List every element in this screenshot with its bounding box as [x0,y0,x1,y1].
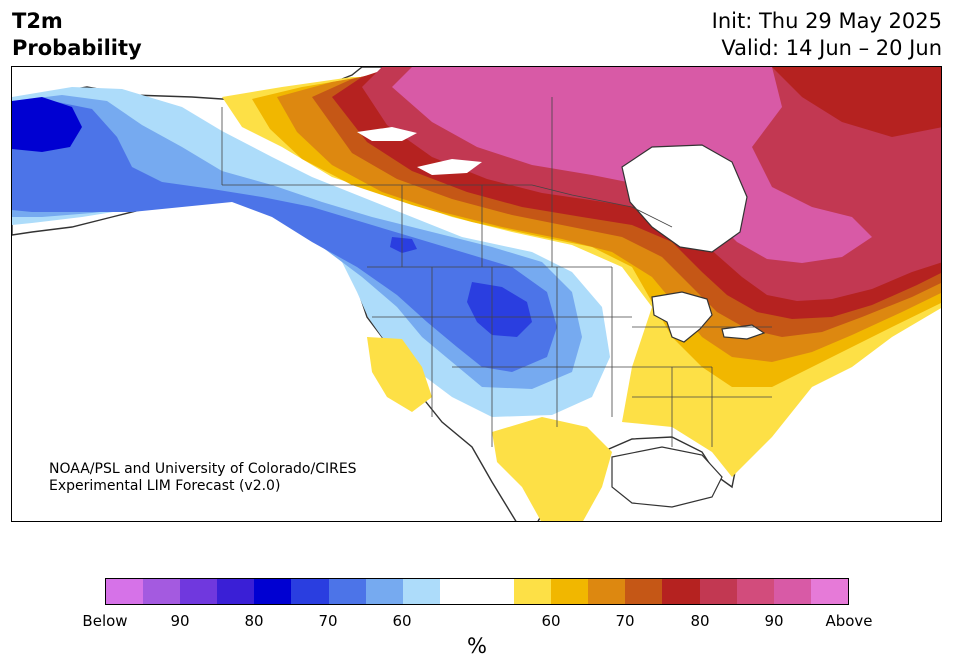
colorbar-segment [143,579,181,604]
map-svg [12,67,941,521]
below-normal-blue [12,101,557,372]
below-normal-darkest [12,97,82,152]
colorbar [105,578,849,605]
colorbar-segment [810,579,848,604]
colorbar-tick-label: 70 [318,612,338,630]
colorbar-tick-label: 60 [541,612,561,630]
subtitle-label: Probability [12,36,142,60]
valid-date: Valid: 14 Jun – 20 Jun [721,36,942,60]
colorbar-unit: % [467,634,487,658]
colorbar-segment [402,579,440,604]
colorbar-tick-label: 80 [244,612,264,630]
colorbar-tick-label: 90 [170,612,190,630]
great-slave-lake [357,127,417,141]
colorbar-tick-label: 80 [690,612,710,630]
colorbar-segment [588,579,626,604]
colorbar-segment [476,579,515,604]
init-date: Init: Thu 29 May 2025 [711,9,942,33]
colorbar-segment [699,579,737,604]
probability-map [11,66,942,522]
colorbar-tick-label: 70 [615,612,635,630]
variable-label: T2m [12,9,63,33]
colorbar-segment [291,579,329,604]
hudson-bay [621,144,748,253]
colorbar-segment [514,579,552,604]
below-normal-deep-blue [467,282,532,337]
colorbar-segment [180,579,218,604]
above-normal-sw-yellow [367,337,432,412]
colorbar-tick-label: 90 [764,612,784,630]
colorbar-segment [106,579,144,604]
colorbar-segment [217,579,255,604]
great-lakes [651,291,766,343]
below-normal-deep-blue-2 [390,237,417,253]
colorbar-segment [551,579,589,604]
colorbar-segment [736,579,774,604]
colorbar-segment [254,579,292,604]
colorbar-tick-label: Above [825,612,873,630]
colorbar-segment [625,579,663,604]
credit-line-1: NOAA/PSL and University of Colorado/CIRE… [49,461,357,477]
colorbar-segment [439,579,477,604]
state-boundaries [221,97,772,447]
colorbar-tick-label: Below [82,612,128,630]
gulf-of-mexico [611,446,723,508]
date-info: Init: Thu 29 May 2025 Valid: 14 Jun – 20… [712,8,942,62]
colorbar-segment [662,579,700,604]
colorbar-segment [328,579,366,604]
colorbar-tick-label: 60 [392,612,412,630]
great-bear-lake [417,159,482,175]
map-title: T2m Probability [12,8,142,62]
above-normal-mexico-yellow [492,417,612,521]
colorbar-segment [365,579,403,604]
credit-text: NOAA/PSL and University of Colorado/CIRE… [49,461,357,495]
colorbar-segment [773,579,811,604]
credit-line-2: Experimental LIM Forecast (v2.0) [49,478,281,494]
above-normal-red-ne [772,67,941,137]
